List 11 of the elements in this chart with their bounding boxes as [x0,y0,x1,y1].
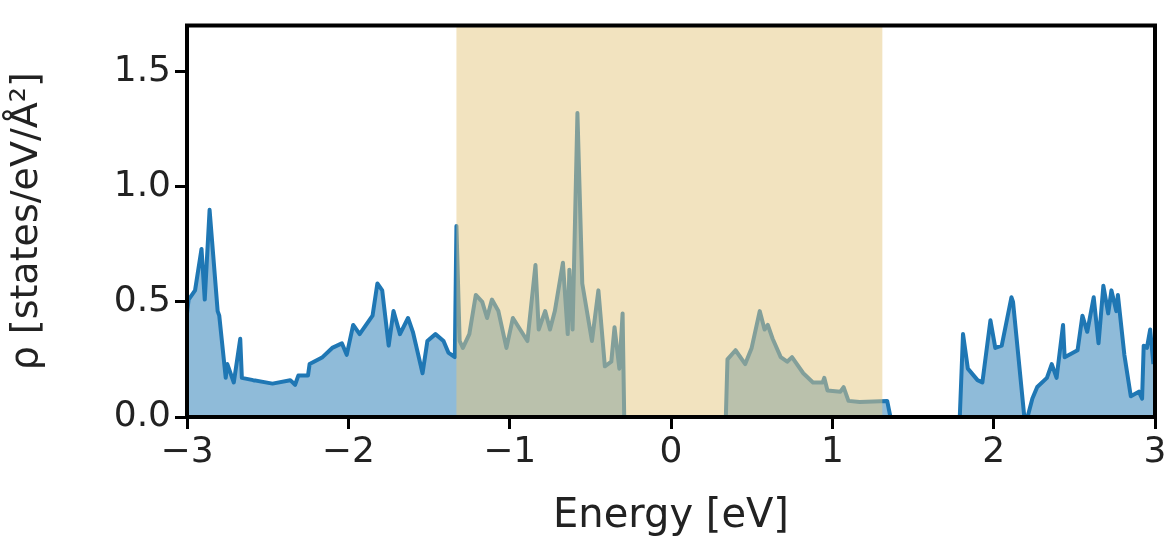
y-tick-label: 1.5 [113,48,171,90]
x-tick-label: 0 [659,428,683,470]
x-tick-label: 1 [820,428,844,470]
x-axis-title: Energy [eV] [553,490,789,537]
x-tick-label: −1 [483,428,537,470]
x-tick-label: −2 [321,428,375,470]
y-tick-label: 1.0 [113,163,171,205]
x-tick-label: 2 [982,428,1006,470]
y-tick-label: 0.5 [113,278,171,320]
x-tick-label: 3 [1143,428,1167,470]
y-axis-title: ρ [states/eV/Å²] [1,72,46,371]
